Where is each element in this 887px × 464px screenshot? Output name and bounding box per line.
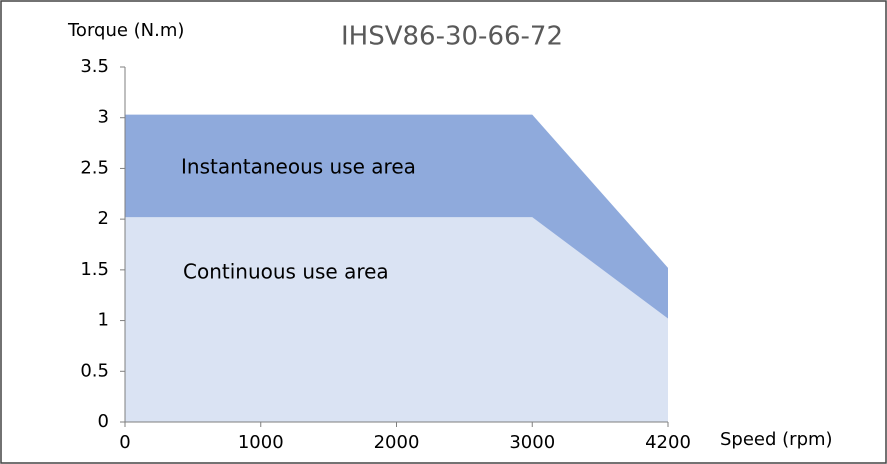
y-tick-label: 3.5 xyxy=(80,56,109,77)
area xyxy=(125,217,668,422)
y-tick-label: 1 xyxy=(98,310,109,331)
x-tick-label: 3000 xyxy=(509,432,555,453)
y-tick-label: 3 xyxy=(98,107,109,128)
y-tick-label: 1.5 xyxy=(80,259,109,280)
area-label: Continuous use area xyxy=(183,260,389,284)
x-tick-label: 2000 xyxy=(374,432,420,453)
x-tick-label: 4200 xyxy=(645,432,691,453)
y-tick-label: 2 xyxy=(98,208,109,229)
x-tick-label: 0 xyxy=(119,432,130,453)
x-axis-title: Speed (rpm) xyxy=(720,429,833,450)
y-axis-title: Torque (N.m) xyxy=(67,20,184,41)
x-tick-label: 1000 xyxy=(238,432,284,453)
y-tick-label: 2.5 xyxy=(80,157,109,178)
chart-title: IHSV86-30-66-72 xyxy=(341,22,563,52)
y-tick-label: 0.5 xyxy=(80,360,109,381)
y-tick-label: 0 xyxy=(98,411,109,432)
area-label: Instantaneous use area xyxy=(181,155,416,179)
